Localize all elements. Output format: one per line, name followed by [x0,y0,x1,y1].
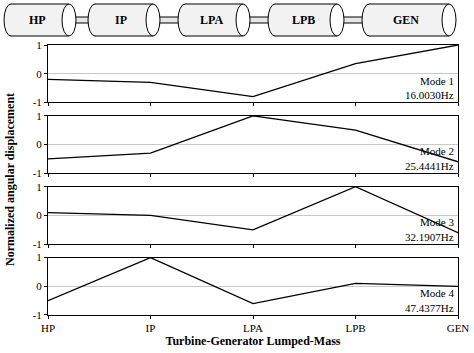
svg-text:-1: -1 [33,238,42,250]
svg-text:47.4377Hz: 47.4377Hz [405,302,454,314]
svg-text:Normalized angular displacemen: Normalized angular displacement [3,93,17,266]
svg-text:1: 1 [36,39,42,51]
svg-text:-1: -1 [33,167,42,179]
svg-text:0: 0 [36,68,42,80]
svg-text:LPA: LPA [200,13,223,27]
svg-text:1: 1 [36,251,42,263]
svg-text:LPA: LPA [243,322,263,334]
svg-text:25.4441Hz: 25.4441Hz [405,160,454,172]
svg-text:GEN: GEN [393,13,419,27]
svg-text:Mode 4: Mode 4 [420,287,454,299]
svg-text:32.1907Hz: 32.1907Hz [405,231,454,243]
svg-text:0: 0 [36,138,42,150]
svg-text:Turbine-Generator Lumped-Mass: Turbine-Generator Lumped-Mass [165,334,340,348]
svg-text:1: 1 [36,110,42,122]
svg-text:1: 1 [36,181,42,193]
svg-text:HP: HP [41,322,55,334]
svg-text:16.0030Hz: 16.0030Hz [405,89,454,101]
svg-text:HP: HP [29,13,46,27]
svg-text:-1: -1 [33,96,42,108]
svg-text:-1: -1 [33,309,42,321]
svg-text:IP: IP [115,13,127,27]
svg-text:Mode 1: Mode 1 [420,75,454,87]
svg-text:0: 0 [36,209,42,221]
svg-text:IP: IP [146,322,156,334]
svg-text:GEN: GEN [447,322,470,334]
svg-text:Mode 3: Mode 3 [420,216,454,228]
svg-text:Mode 2: Mode 2 [420,145,454,157]
svg-text:LPB: LPB [292,13,315,27]
svg-text:LPB: LPB [345,322,365,334]
svg-text:0: 0 [36,280,42,292]
